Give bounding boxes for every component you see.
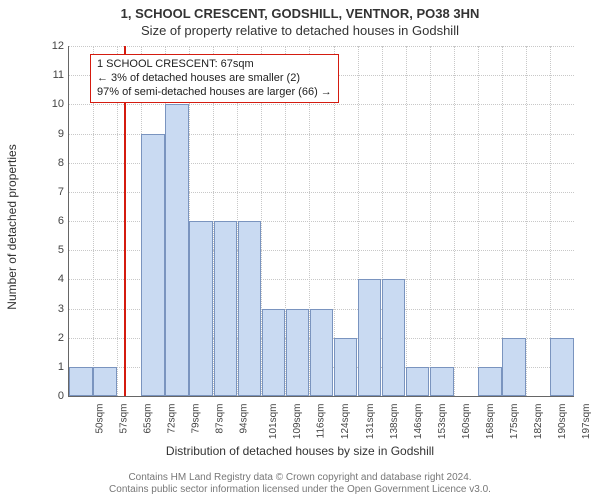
y-tick-label: 5 — [46, 244, 64, 256]
x-tick-label: 190sqm — [557, 404, 568, 440]
info-callout-box: 1 SCHOOL CRESCENT: 67sqm← 3% of detached… — [90, 54, 339, 103]
gridline-h — [69, 46, 574, 47]
histogram-bar — [262, 309, 286, 397]
x-tick-label: 182sqm — [533, 404, 544, 440]
x-tick-label: 79sqm — [191, 404, 202, 434]
histogram-bar — [550, 338, 574, 396]
chart-title-address: 1, SCHOOL CRESCENT, GODSHILL, VENTNOR, P… — [0, 0, 600, 21]
x-axis-label: Distribution of detached houses by size … — [0, 444, 600, 458]
info-line: ← 3% of detached houses are smaller (2) — [97, 72, 332, 86]
x-tick-label: 124sqm — [341, 404, 352, 440]
x-tick-label: 57sqm — [119, 404, 130, 434]
histogram-bar — [430, 367, 454, 396]
footer-line-1: Contains HM Land Registry data © Crown c… — [0, 472, 600, 484]
x-tick-label: 87sqm — [215, 404, 226, 434]
histogram-bar — [502, 338, 526, 396]
gridline-v — [526, 46, 527, 396]
x-tick-label: 94sqm — [239, 404, 250, 434]
histogram-bar — [214, 221, 238, 396]
histogram-bar — [238, 221, 262, 396]
histogram-bar — [478, 367, 502, 396]
y-tick-label: 0 — [46, 390, 64, 402]
histogram-bar — [310, 309, 334, 397]
gridline-v — [478, 46, 479, 396]
x-tick-label: 131sqm — [365, 404, 376, 440]
x-tick-label: 160sqm — [461, 404, 472, 440]
x-tick-label: 197sqm — [581, 404, 592, 440]
y-tick-label: 3 — [46, 303, 64, 315]
gridline-v — [430, 46, 431, 396]
x-tick-label: 138sqm — [389, 404, 400, 440]
chart-title-subtitle: Size of property relative to detached ho… — [0, 21, 600, 42]
histogram-bar — [358, 279, 382, 396]
chart-footer: Contains HM Land Registry data © Crown c… — [0, 472, 600, 496]
x-tick-label: 101sqm — [268, 404, 279, 440]
y-tick-label: 4 — [46, 273, 64, 285]
x-tick-label: 168sqm — [485, 404, 496, 440]
histogram-bar — [334, 338, 358, 396]
histogram-bar — [93, 367, 117, 396]
gridline-v — [406, 46, 407, 396]
y-tick-label: 11 — [46, 69, 64, 81]
x-tick-label: 72sqm — [167, 404, 178, 434]
x-tick-label: 116sqm — [316, 404, 327, 439]
histogram-bar — [165, 104, 189, 396]
x-tick-label: 175sqm — [509, 404, 520, 440]
y-tick-label: 9 — [46, 128, 64, 140]
histogram-bar — [406, 367, 430, 396]
y-axis-label: Number of detached properties — [5, 144, 19, 309]
y-tick-label: 2 — [46, 332, 64, 344]
x-tick-label: 65sqm — [143, 404, 154, 434]
y-tick-label: 7 — [46, 186, 64, 198]
x-tick-label: 146sqm — [413, 404, 424, 440]
y-tick-label: 12 — [46, 40, 64, 52]
histogram-bar — [189, 221, 213, 396]
gridline-v — [454, 46, 455, 396]
footer-line-2: Contains public sector information licen… — [0, 484, 600, 496]
gridline-h — [69, 104, 574, 105]
info-line: 1 SCHOOL CRESCENT: 67sqm — [97, 58, 332, 72]
histogram-bar — [286, 309, 310, 397]
y-tick-label: 1 — [46, 361, 64, 373]
y-tick-label: 10 — [46, 98, 64, 110]
y-tick-label: 6 — [46, 215, 64, 227]
x-tick-label: 50sqm — [95, 404, 106, 434]
x-tick-label: 153sqm — [437, 404, 448, 440]
histogram-bar — [382, 279, 406, 396]
info-line: 97% of semi-detached houses are larger (… — [97, 86, 332, 100]
histogram-bar — [69, 367, 93, 396]
x-tick-label: 109sqm — [292, 404, 303, 440]
histogram-bar — [141, 134, 165, 397]
y-tick-label: 8 — [46, 157, 64, 169]
